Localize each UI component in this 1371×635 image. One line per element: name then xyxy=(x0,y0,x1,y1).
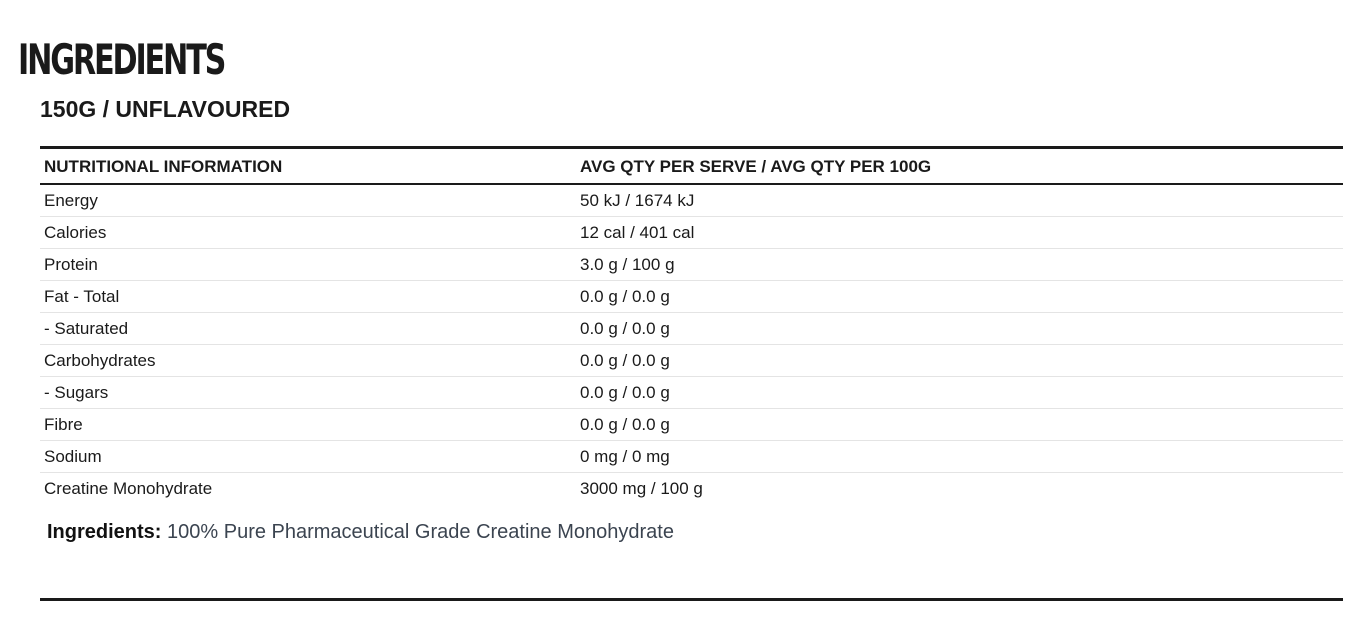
table-cell: 3.0 g / 100 g xyxy=(576,248,1343,281)
table-cell: Creatine Monohydrate xyxy=(44,478,213,498)
table-cell: 0.0 g / 0.0 g xyxy=(576,280,1343,313)
column-header: NUTRITIONAL INFORMATION xyxy=(40,146,576,185)
ingredients-label: Ingredients: xyxy=(47,521,162,543)
table-cell: - Saturated xyxy=(40,312,576,345)
table-row: - Saturated 0.0 g / 0.0 g xyxy=(40,312,1343,345)
table-cell: Energy xyxy=(40,184,576,217)
column-header: AVG QTY PER SERVE / AVG QTY PER 100G xyxy=(576,146,1343,185)
table-row: Protein 3.0 g / 100 g xyxy=(40,248,1343,281)
table-cell: Carbohydrates xyxy=(40,344,576,377)
table-cell: 0.0 g / 0.0 g xyxy=(576,344,1343,377)
table-cell: 0.0 g / 0.0 g xyxy=(576,312,1343,345)
table-row: Carbohydrates 0.0 g / 0.0 g xyxy=(40,344,1343,377)
table-row: Fat - Total 0.0 g / 0.0 g xyxy=(40,280,1343,313)
ingredients: Ingredients: 100% Pure Pharmaceutical Gr… xyxy=(47,521,674,544)
table-row: Fibre 0.0 g / 0.0 g xyxy=(40,408,1343,441)
divider xyxy=(40,598,1343,601)
table-cell: Protein xyxy=(40,248,576,281)
nutrition-table: NUTRITIONAL INFORMATION AVG QTY PER SERV… xyxy=(40,146,1343,504)
table-row: Sodium 0 mg / 0 mg xyxy=(40,440,1343,473)
subtitle: 150G / UNFLAVOURED xyxy=(40,96,291,122)
table-cell: 0.0 g / 0.0 g xyxy=(576,376,1343,409)
table-row: Energy 50 kJ / 1674 kJ xyxy=(40,184,1343,217)
table-cell: Sodium xyxy=(40,440,576,473)
table-cell: 0.0 g / 0.0 g xyxy=(576,408,1343,441)
table-cell: 3000 mg / 100 g xyxy=(580,478,703,498)
table-cell: Calories xyxy=(40,216,576,249)
table-cell: 12 cal / 401 cal xyxy=(576,216,1343,249)
table-row: Creatine Monohydrate 3000 mg / 100 g xyxy=(40,473,1343,505)
table-cell: Fibre xyxy=(40,408,576,441)
title: INGREDIENTS xyxy=(18,35,226,84)
table-row: Calories 12 cal / 401 cal xyxy=(40,216,1343,249)
table-cell: - Sugars xyxy=(40,376,576,409)
ingredients-text: 100% Pure Pharmaceutical Grade Creatine … xyxy=(167,521,674,543)
table-row: - Sugars 0.0 g / 0.0 g xyxy=(40,376,1343,409)
table-cell: 50 kJ / 1674 kJ xyxy=(576,184,1343,217)
table-cell: 0 mg / 0 mg xyxy=(576,440,1343,473)
table-cell: Fat - Total xyxy=(40,280,576,313)
